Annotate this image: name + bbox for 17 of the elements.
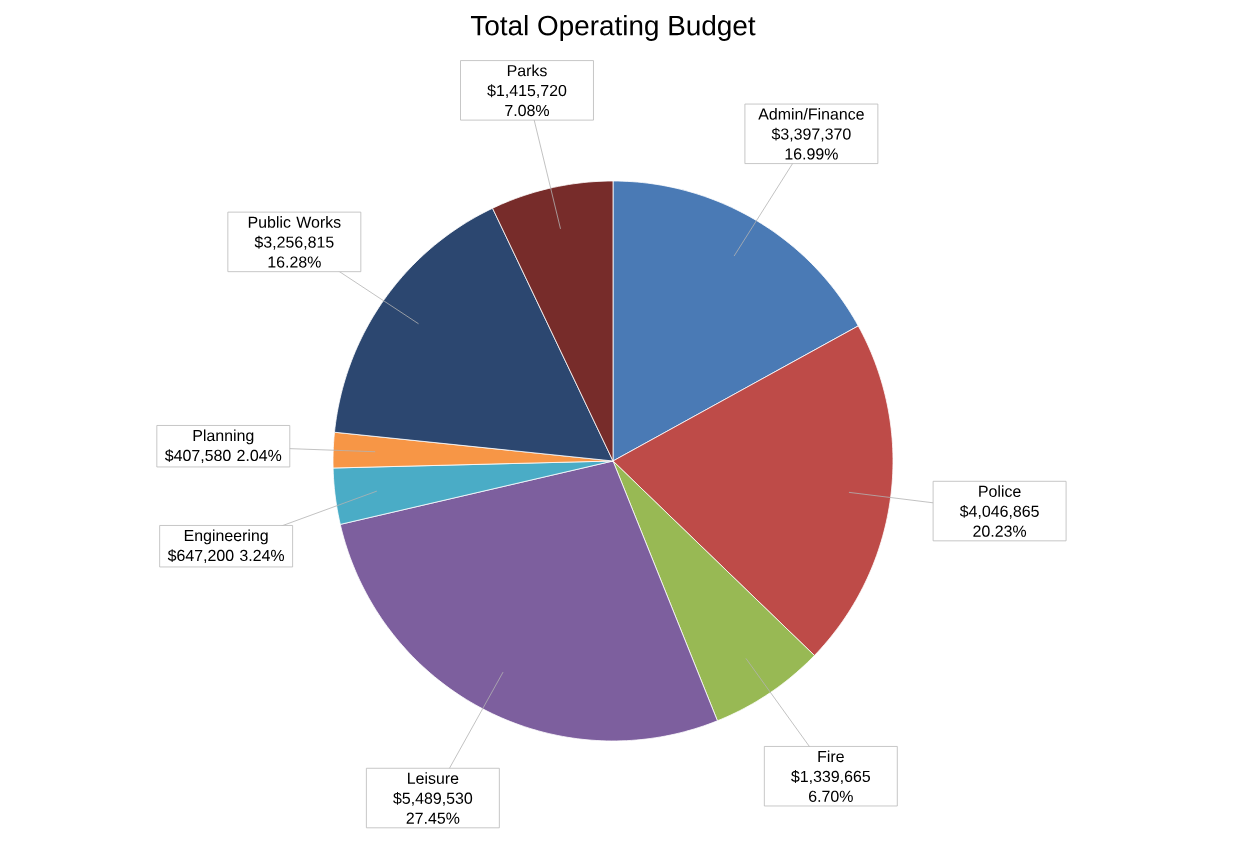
data-label: $407,580 2.04% <box>164 449 282 463</box>
slice-label: Parks <box>507 64 547 77</box>
slice-label: Engineering <box>184 529 268 545</box>
slice-label: Admin/Finance <box>758 108 864 120</box>
slice-label: Fire <box>818 750 844 763</box>
slice-label: Police <box>979 485 1021 497</box>
chart-title: Total Operating Budget <box>470 14 756 41</box>
slice-label: Leisure <box>408 772 459 784</box>
data-label: $1,415,720 7.08% <box>487 84 567 117</box>
data-label: $4,046,865 20.23% <box>959 504 1039 537</box>
data-label: $3,256,815 16.28% <box>254 235 334 268</box>
slice-label: Public Works <box>248 216 341 228</box>
data-label: $1,339,665 6.70% <box>791 770 871 802</box>
data-label: $5,489,530 27.45% <box>393 791 473 824</box>
slice-label: Planning <box>193 429 254 445</box>
data-label: $3,397,370 16.99% <box>771 127 851 160</box>
data-label: $647,200 3.24% <box>167 549 285 563</box>
